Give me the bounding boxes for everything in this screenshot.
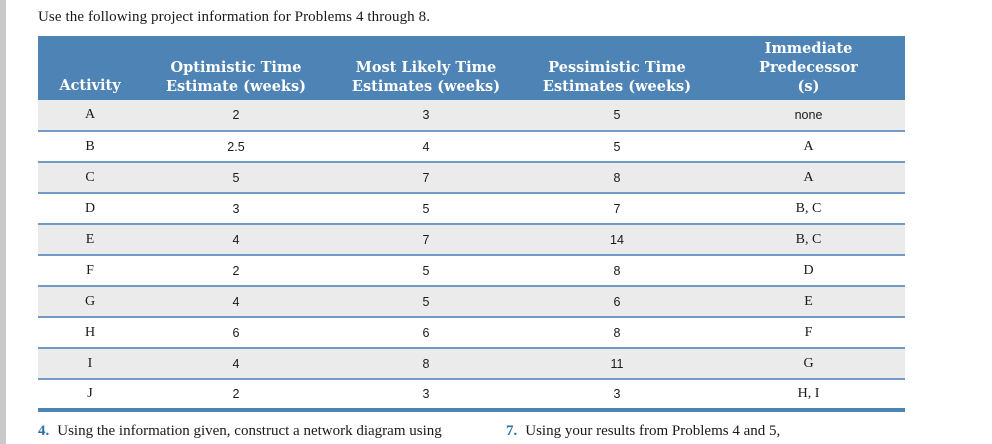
cell-pessimistic: 8 — [522, 317, 712, 349]
problem-7-text: Using your results from Problems 4 and 5… — [525, 423, 781, 439]
cell-activity: C — [38, 162, 142, 194]
cell-predecessors: B, C — [712, 193, 905, 225]
cell-pessimistic: 5 — [522, 100, 712, 132]
cell-optimistic: 6 — [142, 317, 330, 349]
table-row: I 4 8 11 G — [38, 348, 905, 380]
cell-activity: B — [38, 131, 142, 163]
header-predecessors: Immediate Predecessor (s) — [712, 36, 905, 100]
table-row: C 5 7 8 A — [38, 162, 905, 194]
table-row: H 6 6 8 F — [38, 317, 905, 349]
cell-activity: G — [38, 286, 142, 318]
project-activity-table: Activity Optimistic Time Estimate (weeks… — [38, 36, 905, 412]
cell-pessimistic: 6 — [522, 286, 712, 318]
cell-activity: E — [38, 224, 142, 256]
cell-optimistic: 2 — [142, 379, 330, 412]
cell-most-likely: 3 — [330, 100, 522, 132]
header-optimistic: Optimistic Time Estimate (weeks) — [142, 36, 330, 100]
problem-4-text: Using the information given, construct a… — [57, 423, 442, 439]
cell-most-likely: 4 — [330, 131, 522, 163]
table-header: Activity Optimistic Time Estimate (weeks… — [38, 36, 905, 100]
cell-most-likely: 3 — [330, 379, 522, 412]
cell-pessimistic: 5 — [522, 131, 712, 163]
cell-optimistic: 5 — [142, 162, 330, 194]
cell-pessimistic: 14 — [522, 224, 712, 256]
intro-text: Use the following project information fo… — [38, 9, 431, 25]
header-optimistic-line2: Estimate (weeks) — [166, 78, 306, 95]
cell-predecessors: D — [712, 255, 905, 287]
cell-predecessors: A — [712, 162, 905, 194]
cell-predecessors: F — [712, 317, 905, 349]
cell-predecessors: E — [712, 286, 905, 318]
cell-pessimistic: 11 — [522, 348, 712, 380]
cell-most-likely: 7 — [330, 162, 522, 194]
header-pessimistic-line2: Estimates (weeks) — [542, 78, 692, 95]
problem-4: 4. Using the information given, construct… — [38, 423, 442, 440]
problem-7: 7. Using your results from Problems 4 and… — [506, 423, 780, 440]
header-activity-label: Activity — [59, 77, 121, 94]
table-row: F 2 5 8 D — [38, 255, 905, 287]
header-pessimistic: Pessimistic Time Estimates (weeks) — [522, 36, 712, 100]
cell-activity: D — [38, 193, 142, 225]
cell-pessimistic: 7 — [522, 193, 712, 225]
cell-pessimistic: 8 — [522, 255, 712, 287]
cell-predecessors: none — [712, 100, 905, 132]
header-most-likely: Most Likely Time Estimates (weeks) — [330, 36, 522, 100]
header-most-likely-line1: Most Likely Time — [355, 59, 497, 76]
cell-activity: F — [38, 255, 142, 287]
cell-optimistic: 4 — [142, 224, 330, 256]
table-row: E 4 7 14 B, C — [38, 224, 905, 256]
cell-optimistic: 2.5 — [142, 131, 330, 163]
header-optimistic-line1: Optimistic Time — [170, 59, 302, 76]
cell-activity: H — [38, 317, 142, 349]
table-row: G 4 5 6 E — [38, 286, 905, 318]
cell-activity: J — [38, 379, 142, 412]
cell-optimistic: 3 — [142, 193, 330, 225]
table-body: A 2 3 5 none B 2.5 4 5 A C 5 7 8 A D — [38, 100, 905, 412]
header-activity: Activity — [38, 36, 142, 100]
problem-7-number: 7. — [506, 423, 518, 439]
cell-optimistic: 4 — [142, 286, 330, 318]
cell-optimistic: 2 — [142, 100, 330, 132]
table-row: B 2.5 4 5 A — [38, 131, 905, 163]
cell-most-likely: 6 — [330, 317, 522, 349]
page-left-edge — [0, 0, 6, 444]
cell-most-likely: 8 — [330, 348, 522, 380]
cell-optimistic: 4 — [142, 348, 330, 380]
cell-predecessors: B, C — [712, 224, 905, 256]
header-predecessors-line2: (s) — [797, 78, 820, 95]
cell-predecessors: A — [712, 131, 905, 163]
cell-activity: A — [38, 100, 142, 132]
cell-pessimistic: 3 — [522, 379, 712, 412]
cell-activity: I — [38, 348, 142, 380]
header-row: Activity Optimistic Time Estimate (weeks… — [38, 36, 905, 100]
cell-pessimistic: 8 — [522, 162, 712, 194]
cell-most-likely: 5 — [330, 255, 522, 287]
cell-most-likely: 5 — [330, 286, 522, 318]
project-table-container: Activity Optimistic Time Estimate (weeks… — [38, 36, 905, 412]
header-pessimistic-line1: Pessimistic Time — [548, 59, 686, 76]
cell-most-likely: 7 — [330, 224, 522, 256]
header-most-likely-line2: Estimates (weeks) — [351, 78, 501, 95]
problem-4-number: 4. — [38, 423, 50, 439]
header-predecessors-line1: Immediate Predecessor — [759, 40, 858, 76]
cell-predecessors: H, I — [712, 379, 905, 412]
cell-optimistic: 2 — [142, 255, 330, 287]
table-row: J 2 3 3 H, I — [38, 379, 905, 412]
table-row: D 3 5 7 B, C — [38, 193, 905, 225]
cell-most-likely: 5 — [330, 193, 522, 225]
cell-predecessors: G — [712, 348, 905, 380]
table-row: A 2 3 5 none — [38, 100, 905, 132]
